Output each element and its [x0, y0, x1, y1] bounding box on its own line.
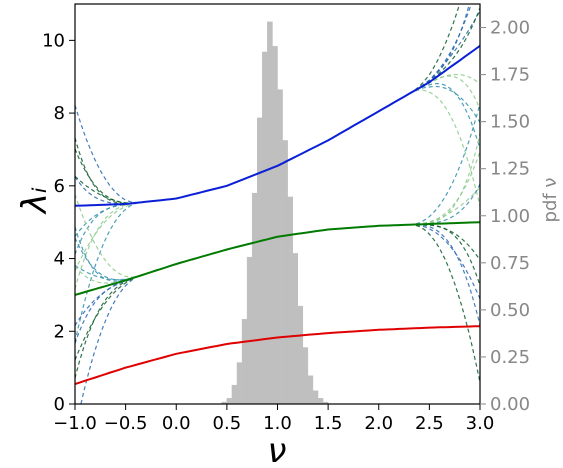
- histogram-bar: [272, 46, 278, 404]
- dashed-curve: [409, 151, 480, 226]
- dashed-curve: [408, 73, 480, 95]
- histogram-bar: [307, 375, 314, 404]
- dashed-curve: [408, 4, 471, 95]
- dashed-curve: [75, 201, 141, 255]
- dashed-curve: [408, 82, 480, 150]
- y-tick-label: 6: [54, 176, 65, 197]
- y-axis-ticks: 0 2 4 6 8 10: [42, 30, 75, 415]
- histogram-bar: [257, 117, 263, 404]
- histogram-bar: [241, 319, 248, 404]
- x-axis-label: ν: [268, 431, 287, 468]
- y-tick-label: 8: [54, 103, 65, 124]
- histogram-bar: [282, 140, 288, 404]
- histogram-bar: [312, 390, 319, 404]
- dashed-curve: [75, 148, 141, 204]
- histogram-bar: [231, 384, 238, 404]
- dashed-curve: [409, 224, 480, 300]
- histogram-bar: [287, 196, 293, 404]
- x-tick-label: 0.0: [162, 413, 191, 434]
- x-tick-label: 0.5: [213, 413, 242, 434]
- y-tick-label: 10: [42, 30, 65, 51]
- x-tick-label: −1.0: [53, 413, 97, 434]
- dashed-curve: [409, 224, 480, 326]
- dashed-curve: [409, 133, 480, 226]
- dashed-curve: [409, 224, 480, 383]
- x-tick-label: 3.0: [466, 413, 495, 434]
- y-tick-label: 2: [54, 321, 65, 342]
- dashed-curve: [409, 186, 480, 226]
- dashed-curve: [80, 274, 141, 404]
- dashed-curve: [408, 75, 480, 110]
- histogram-bar: [292, 253, 298, 404]
- dashed-curve: [75, 194, 141, 278]
- dashed-curve: [75, 265, 141, 284]
- x-tick-label: 1.5: [314, 413, 343, 434]
- x-tick-label: −0.5: [104, 413, 148, 434]
- y2-tick-label: 0.50: [490, 300, 530, 321]
- series-line-2: [75, 221, 480, 296]
- y2-axis-label: pdf ν: [540, 178, 561, 223]
- y2-tick-label: 1.75: [490, 65, 530, 86]
- dashed-curve: [75, 274, 141, 379]
- series-line-3: [75, 44, 480, 207]
- eigenvalue-series: [75, 44, 480, 385]
- y2-tick-label: 0.25: [490, 347, 530, 368]
- pdf-histogram: [221, 21, 329, 404]
- y2-tick-label: 0.75: [490, 253, 530, 274]
- histogram-bar: [251, 192, 258, 404]
- y2-tick-label: 2.00: [490, 18, 530, 39]
- y2-tick-label: 0.00: [490, 394, 530, 415]
- histogram-bar: [246, 256, 253, 404]
- y2-axis-ticks: 0.00 0.25 0.50 0.75 1.00 1.25 1.50 1.75 2.00: [480, 18, 530, 415]
- dashed-curves: [75, 4, 480, 404]
- dashed-curve: [409, 183, 480, 226]
- dashed-curve: [75, 237, 141, 281]
- dashed-curve: [409, 223, 480, 286]
- dashed-curve: [408, 89, 480, 207]
- dashed-curve: [75, 201, 141, 272]
- dashed-curve: [75, 274, 141, 344]
- dashed-curve: [408, 85, 480, 123]
- x-axis-ticks: −1.0 −0.5 0.0 0.5 1.0 1.5 2.0 2.5 3.0: [53, 404, 494, 434]
- y-tick-label: 4: [54, 249, 65, 270]
- histogram-bar: [302, 347, 309, 404]
- dashed-curve: [409, 103, 480, 226]
- y2-tick-label: 1.50: [490, 112, 530, 133]
- histogram-bar: [262, 51, 268, 404]
- histogram-bar: [277, 89, 283, 404]
- y2-tick-label: 1.25: [490, 159, 530, 180]
- dashed-curve: [75, 176, 141, 205]
- x-tick-label: 2.0: [364, 413, 393, 434]
- dashed-curve: [75, 105, 141, 204]
- dashed-curve: [75, 175, 141, 204]
- x-tick-label: 2.5: [415, 413, 444, 434]
- y2-tick-label: 1.00: [490, 206, 530, 227]
- x-tick-label: 1.0: [263, 413, 292, 434]
- histogram-bar: [267, 21, 273, 404]
- histogram-bar: [297, 305, 304, 404]
- histogram-bar: [226, 398, 233, 404]
- series-line-1: [75, 325, 480, 385]
- histogram-bar: [317, 398, 324, 404]
- dashed-curve: [408, 4, 461, 95]
- dashed-curve: [75, 201, 141, 237]
- dashed-curve: [75, 274, 141, 361]
- y-axis-label: λᵢ: [15, 187, 55, 215]
- dashed-curve: [408, 7, 480, 95]
- dashed-curve: [75, 201, 141, 343]
- dashed-curve: [409, 223, 480, 261]
- histogram-bar: [236, 362, 243, 404]
- y-tick-label: 0: [54, 394, 65, 415]
